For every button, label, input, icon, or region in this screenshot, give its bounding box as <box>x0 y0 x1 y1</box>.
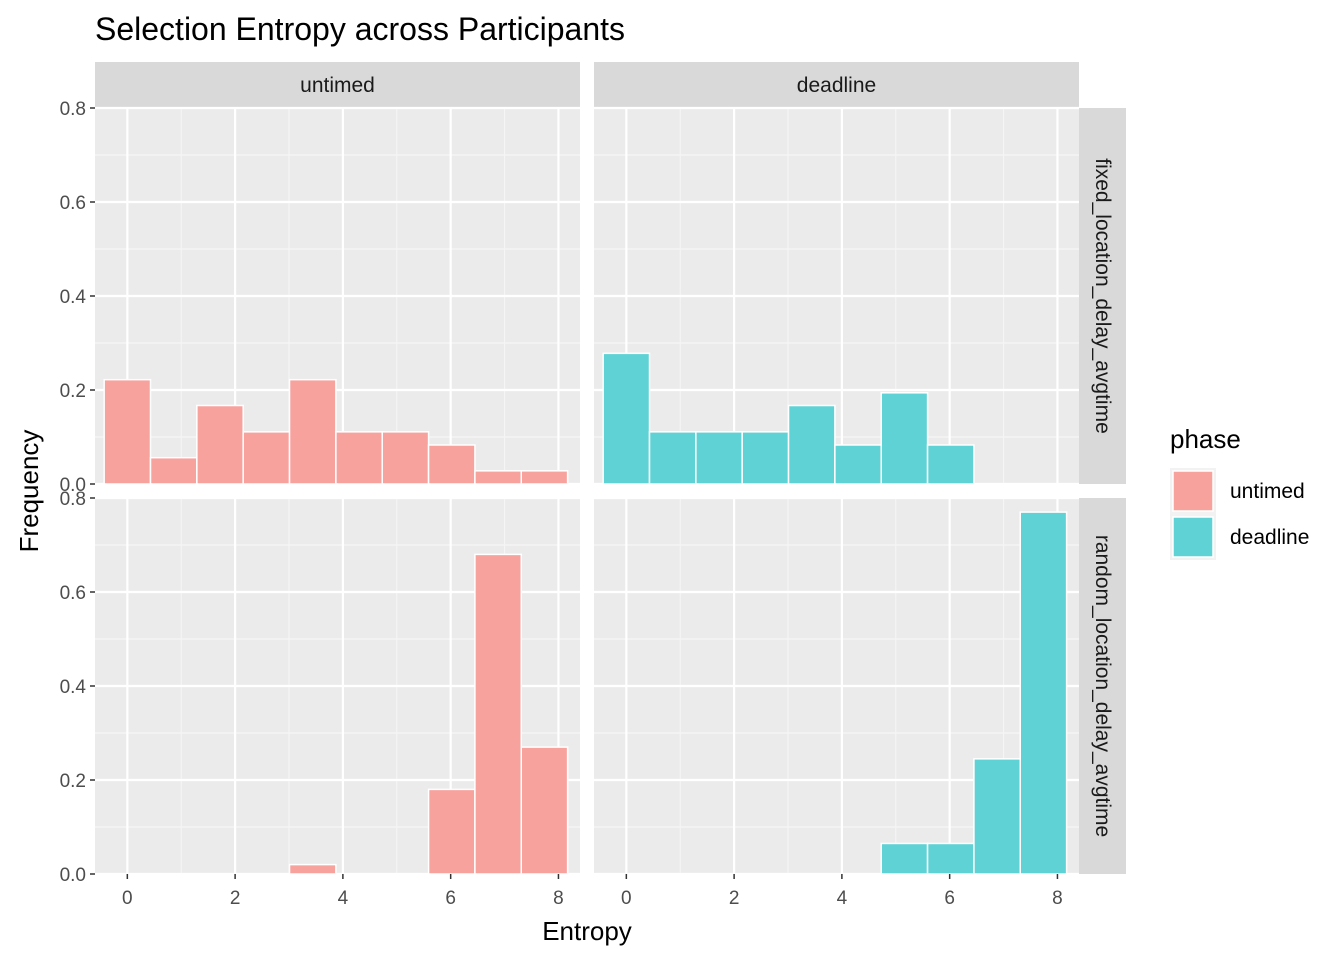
legend-label-untimed: untimed <box>1230 480 1305 503</box>
panel-deadline-fixed_location_delay_avgtime <box>594 106 1079 486</box>
histogram-bar <box>520 746 569 875</box>
y-tick-label: 0.8 <box>60 489 86 510</box>
y-tick-label: 0.0 <box>60 475 86 496</box>
x-tick-label: 4 <box>837 888 848 909</box>
histogram-bar <box>427 788 476 875</box>
histogram-bar <box>741 431 790 485</box>
histogram-bar <box>695 431 743 485</box>
y-tick-label: 0.6 <box>60 583 86 604</box>
histogram-bar <box>427 444 476 485</box>
y-tick-label: 0.2 <box>60 381 86 402</box>
histogram-bar <box>880 392 929 485</box>
x-tick-label: 8 <box>1052 888 1063 909</box>
legend: phase untimed deadline <box>1170 424 1309 560</box>
histogram-bar <box>926 444 975 485</box>
row-strip-label: random_location_delay_avgtime <box>1091 535 1114 837</box>
x-axis-title: Entropy <box>542 916 632 946</box>
histogram-bar <box>335 431 383 485</box>
chart-title: Selection Entropy across Participants <box>95 11 625 47</box>
histogram-bar <box>103 378 152 485</box>
y-tick-label: 0.8 <box>60 99 86 120</box>
column-strip-deadline <box>594 62 1079 108</box>
histogram-bar <box>880 842 929 875</box>
histogram-bar <box>602 352 651 485</box>
histogram-bar <box>973 758 1022 875</box>
y-tick-label: 0.2 <box>60 771 86 792</box>
histogram-bar <box>1019 511 1068 875</box>
legend-label-deadline: deadline <box>1230 526 1309 549</box>
column-strip-untimed <box>95 62 580 108</box>
x-tick-label: 2 <box>230 888 241 909</box>
histogram-bar <box>787 404 836 485</box>
panel-untimed-fixed_location_delay_avgtime: 0.0 0.2 0.4 0.6 0.8 <box>60 99 580 496</box>
row-strip-random_location_delay_avgtime <box>1079 498 1126 874</box>
histogram-bar <box>288 863 337 875</box>
histogram-bar <box>834 444 882 485</box>
panel-deadline-random_location_delay_avgtime: 0 2 4 6 8 <box>594 496 1079 909</box>
histogram-bar <box>196 404 244 485</box>
histogram-bar <box>242 431 291 485</box>
y-tick-label: 0.0 <box>60 865 86 886</box>
x-tick-label: 6 <box>944 888 955 909</box>
histogram-bar <box>474 470 523 485</box>
row-strip-fixed_location_delay_avgtime <box>1079 108 1126 484</box>
histogram-bar <box>648 431 697 485</box>
x-tick-label: 6 <box>445 888 456 909</box>
x-tick-label: 4 <box>338 888 349 909</box>
x-tick-label: 2 <box>729 888 740 909</box>
column-strip-label: deadline <box>797 74 876 97</box>
x-tick-label: 0 <box>122 888 133 909</box>
histogram-bar <box>149 456 198 485</box>
row-strip-label: fixed_location_delay_avgtime <box>1091 158 1114 434</box>
y-tick-label: 0.4 <box>60 677 87 698</box>
y-tick-label: 0.6 <box>60 193 86 214</box>
histogram-bar <box>288 378 337 485</box>
histogram-bar <box>474 553 523 875</box>
legend-swatch-deadline <box>1172 516 1214 558</box>
panel-untimed-random_location_delay_avgtime: 0.0 0.2 0.4 0.6 0.8 0 2 4 6 8 <box>60 489 580 909</box>
histogram-bar <box>520 470 569 485</box>
histogram-bar <box>381 431 430 485</box>
y-axis-title: Frequency <box>14 430 44 553</box>
column-strip-label: untimed <box>300 74 375 97</box>
x-tick-label: 0 <box>621 888 632 909</box>
legend-swatch-untimed <box>1172 470 1214 512</box>
panels-layer: untimed deadline fixed_location_delay_avgt… <box>60 62 1126 909</box>
histogram-bar <box>926 842 975 875</box>
y-tick-label: 0.4 <box>60 287 87 308</box>
legend-title: phase <box>1170 424 1241 454</box>
x-tick-label: 8 <box>553 888 564 909</box>
